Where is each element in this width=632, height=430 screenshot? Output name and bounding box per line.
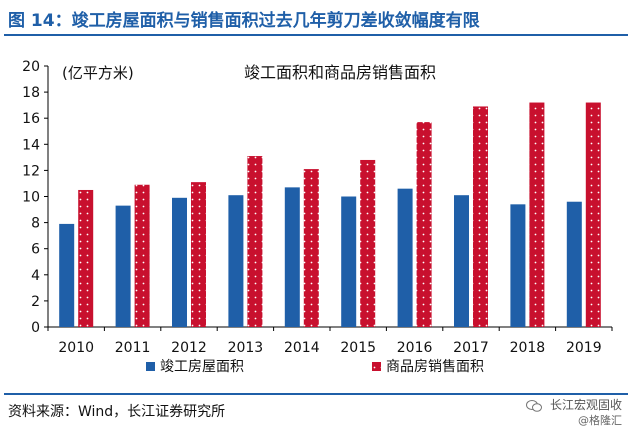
bar-sales-area	[247, 156, 263, 327]
y-tick-label: 6	[31, 242, 40, 258]
legend-swatch-sales	[372, 362, 381, 371]
legend-swatch-completed	[146, 362, 155, 371]
x-tick-label: 2013	[228, 340, 264, 356]
bar-completed-area	[228, 195, 244, 327]
bar-sales-area	[473, 106, 488, 327]
bar-completed-area	[341, 196, 357, 327]
bar-completed-area	[454, 195, 469, 327]
x-tick-label: 2012	[171, 340, 207, 356]
bar-completed-area	[59, 223, 75, 327]
bar-sales-area	[585, 102, 601, 327]
top-rule	[4, 34, 628, 36]
x-tick-label: 2016	[397, 340, 433, 356]
y-tick-label: 4	[31, 268, 40, 284]
x-tick-label: 2019	[566, 340, 602, 356]
bar-sales-area	[191, 182, 206, 327]
wechat-icon	[526, 399, 543, 412]
watermark-line1: 长江宏观固收	[549, 398, 622, 412]
legend-label-sales: 商品房销售面积	[386, 359, 484, 375]
bar-chart: 竣工面积和商品房销售面积 (亿平方米) 0 2 4 6 8 10 12 14 16 18 20 2010 2…	[22, 59, 613, 375]
bar-sales-area	[360, 159, 376, 327]
source-note: 资料来源：Wind，长江证券研究所	[8, 404, 226, 420]
x-tick-label: 2010	[58, 340, 94, 356]
bar-sales-area	[529, 102, 545, 327]
watermark: 长江宏观固收 @格隆汇	[526, 398, 622, 428]
x-tick-label: 2017	[453, 340, 489, 356]
bottom-rule	[4, 393, 628, 395]
y-axis-unit-label: (亿平方米)	[62, 64, 134, 82]
y-tick-label: 20	[22, 59, 40, 75]
y-tick-label: 14	[22, 137, 40, 153]
bar-sales-area	[416, 122, 432, 328]
y-tick-label: 18	[22, 85, 40, 101]
bar-completed-area	[284, 187, 300, 327]
bar-completed-area	[172, 197, 187, 327]
y-tick-label: 2	[31, 294, 40, 310]
y-tick-label: 0	[31, 320, 40, 336]
y-tick-label: 10	[22, 190, 40, 206]
x-tick-label: 2011	[115, 340, 151, 356]
legend-label-completed: 竣工房屋面积	[160, 359, 244, 375]
figure-title: 图 14：竣工房屋面积与销售面积过去几年剪刀差收敛幅度有限	[8, 11, 480, 31]
bar-completed-area	[566, 201, 582, 327]
bar-completed-area	[397, 188, 413, 327]
bar-sales-area	[134, 184, 150, 327]
bar-sales-area	[303, 169, 319, 327]
y-tick-label: 8	[31, 216, 40, 232]
y-tick-label: 12	[22, 163, 40, 179]
bar-sales-area	[78, 189, 94, 327]
bar-completed-area	[510, 204, 526, 327]
x-tick-label: 2018	[510, 340, 546, 356]
x-tick-label: 2014	[284, 340, 320, 356]
watermark-line2: @格隆汇	[578, 414, 622, 427]
y-tick-label: 16	[22, 111, 40, 127]
x-tick-label: 2015	[340, 340, 376, 356]
bar-completed-area	[115, 205, 131, 327]
chart-title: 竣工面积和商品房销售面积	[244, 63, 436, 82]
